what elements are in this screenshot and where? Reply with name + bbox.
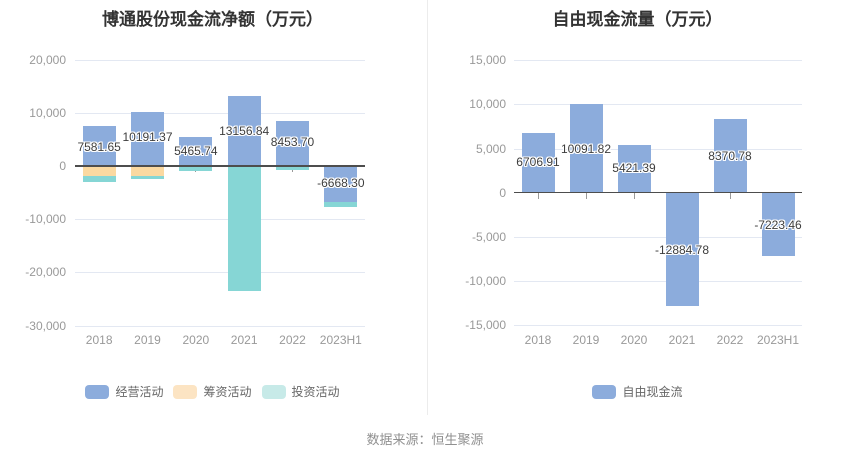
y-axis-tick-label: 10,000 xyxy=(29,105,66,120)
bar-segment[interactable] xyxy=(617,144,651,193)
bar-segment[interactable] xyxy=(131,111,164,166)
bar-segment[interactable] xyxy=(276,166,309,170)
x-axis-category-label: 2019 xyxy=(134,333,161,347)
x-axis-line xyxy=(75,165,365,167)
panel-divider xyxy=(427,0,428,415)
y-axis-tick-label: -10,000 xyxy=(25,212,66,227)
y-axis-tick-label: 15,000 xyxy=(469,53,506,68)
bar-segment[interactable] xyxy=(761,192,795,257)
grid-line xyxy=(514,281,802,283)
x-axis-category-label: 2022 xyxy=(279,333,306,347)
x-axis-category-label: 2023H1 xyxy=(319,333,362,347)
legend-item-label: 自由现金流 xyxy=(622,384,683,399)
x-axis-tick xyxy=(537,192,539,199)
y-axis-tick-label: 0 xyxy=(59,159,66,173)
x-axis-category-label: 2019 xyxy=(572,333,600,347)
grid-line xyxy=(75,219,365,221)
bar-value-label: 10191.37 xyxy=(122,130,173,144)
legend-swatch-icon xyxy=(85,384,110,399)
legend-item-label: 经营活动 xyxy=(115,384,164,399)
legend-item-label: 投资活动 xyxy=(291,384,340,399)
bar-value-label: 10091.82 xyxy=(560,141,612,156)
x-axis-tick xyxy=(585,192,587,199)
bar-segment[interactable] xyxy=(569,103,603,193)
bar-segment[interactable] xyxy=(82,176,116,183)
grid-line xyxy=(514,236,802,238)
y-axis-tick-label: -20,000 xyxy=(25,265,66,280)
bar-segment[interactable] xyxy=(82,125,116,166)
y-axis-tick-label: 5,000 xyxy=(475,141,506,156)
bar-segment[interactable] xyxy=(179,136,213,166)
bar-segment[interactable] xyxy=(324,201,358,207)
legend-item[interactable]: 筹资活动 xyxy=(173,384,252,399)
x-axis-category-label: 2021 xyxy=(230,333,258,347)
y-axis-tick-label: 10,000 xyxy=(469,97,506,112)
legend-item-label: 筹资活动 xyxy=(203,384,252,399)
y-axis-tick-label: -10,000 xyxy=(465,274,506,289)
bar-segment[interactable] xyxy=(227,95,261,166)
legend: 自由现金流 xyxy=(425,384,850,399)
bar-value-label: 6706.91 xyxy=(516,154,560,169)
x-axis-tick xyxy=(729,192,731,199)
bar-value-label: 5421.39 xyxy=(612,160,656,175)
legend: 经营活动 筹资活动 投资活动 xyxy=(0,384,425,399)
legend-swatch-icon xyxy=(592,384,617,399)
chart-panel-cashflow: 博通股份现金流净额（万元） 20,000 10,000 0 -10,000 -20,00… xyxy=(0,10,425,399)
grid-line xyxy=(75,325,365,327)
data-source-text: 数据来源：恒生聚源 xyxy=(366,432,484,447)
grid-line xyxy=(75,112,365,114)
y-axis-tick-label: -5,000 xyxy=(471,229,506,244)
bar-segment[interactable] xyxy=(713,118,747,193)
legend-item[interactable]: 经营活动 xyxy=(85,384,164,399)
bar-segment[interactable] xyxy=(131,175,164,179)
bar-value-label: -6668.30 xyxy=(317,176,365,190)
bar-value-label: 5465.74 xyxy=(174,144,218,158)
bar-segment[interactable] xyxy=(82,166,116,177)
grid-line xyxy=(75,59,365,61)
bar-value-label: 8453.70 xyxy=(270,135,315,149)
legend-swatch-icon xyxy=(261,384,286,399)
x-axis-category-label: 2018 xyxy=(85,333,113,347)
y-axis-tick-label: -30,000 xyxy=(25,318,66,333)
plot-area: 15,000 10,000 5,000 0 -5,000 -10,000 -15,000 67… xyxy=(425,0,850,459)
grid-line xyxy=(75,272,365,274)
grid-line xyxy=(514,60,802,62)
bar-value-label: -12884.78 xyxy=(654,242,710,257)
bar-segment[interactable] xyxy=(227,166,261,291)
legend-item[interactable]: 自由现金流 xyxy=(592,384,683,399)
grid-line xyxy=(514,104,802,106)
bar-value-label: 13156.84 xyxy=(219,124,270,138)
chart-title: 博通股份现金流净额（万元） xyxy=(102,10,323,29)
y-axis-tick-label: 20,000 xyxy=(29,52,66,67)
x-axis-line xyxy=(514,191,802,194)
bar-value-label: 7581.65 xyxy=(77,140,121,154)
plot-area: 20,000 10,000 0 -10,000 -20,000 -30,000 7581.6… xyxy=(25,52,365,347)
grid-line xyxy=(514,325,802,327)
bar-value-label: 8370.78 xyxy=(708,148,752,163)
x-axis-tick xyxy=(633,192,635,199)
x-axis-category-label: 2020 xyxy=(620,333,648,347)
x-axis-category-label: 2020 xyxy=(182,333,210,347)
bar-segment[interactable] xyxy=(276,120,309,166)
bar-segment[interactable] xyxy=(521,133,555,193)
bar-segment[interactable] xyxy=(324,166,358,202)
grid-line xyxy=(514,148,802,150)
bar-value-label: -7223.46 xyxy=(754,217,802,232)
x-axis-category-label: 2018 xyxy=(524,333,552,347)
y-axis-tick-label: -15,000 xyxy=(465,318,506,333)
y-axis-tick-label: 0 xyxy=(499,185,506,200)
chart-title: 自由现金流量（万元） xyxy=(552,10,723,29)
x-axis-category-label: 2021 xyxy=(668,333,696,347)
x-axis-category-label: 2023H1 xyxy=(756,333,800,347)
bar-segment[interactable] xyxy=(131,166,164,176)
bar-segment[interactable] xyxy=(179,166,213,172)
chart-panel-free-cashflow: 自由现金流量（万元） 15,000 10,000 5,000 0 -5,000 -10,0… xyxy=(425,0,850,459)
legend-swatch-icon xyxy=(173,384,198,399)
x-axis-category-label: 2022 xyxy=(716,333,744,347)
legend-item[interactable]: 投资活动 xyxy=(261,384,340,399)
bar-segment[interactable] xyxy=(665,192,699,307)
